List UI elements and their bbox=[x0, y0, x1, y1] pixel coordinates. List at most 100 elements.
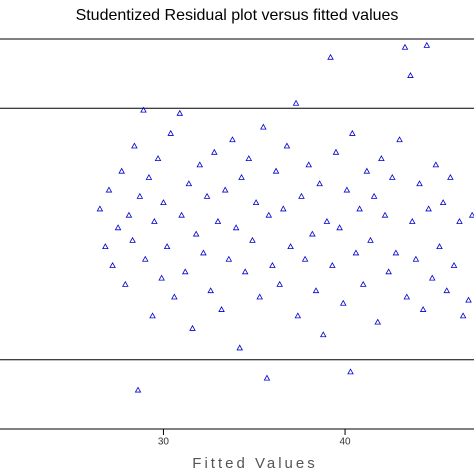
point bbox=[200, 249, 207, 256]
point bbox=[178, 211, 185, 218]
point bbox=[185, 180, 193, 187]
point bbox=[163, 243, 171, 250]
point bbox=[401, 43, 409, 50]
point bbox=[158, 274, 165, 281]
point bbox=[292, 99, 300, 106]
point bbox=[142, 255, 149, 262]
point bbox=[347, 368, 354, 375]
point bbox=[214, 217, 222, 224]
point bbox=[287, 243, 294, 250]
point bbox=[236, 344, 244, 351]
point bbox=[252, 199, 260, 206]
point bbox=[416, 180, 423, 187]
point bbox=[181, 268, 189, 275]
point bbox=[436, 243, 443, 250]
point bbox=[425, 205, 432, 212]
point bbox=[260, 123, 267, 130]
point bbox=[154, 155, 162, 161]
point bbox=[232, 224, 240, 231]
point bbox=[359, 280, 367, 287]
point bbox=[403, 293, 411, 300]
point bbox=[245, 155, 253, 161]
point bbox=[388, 173, 396, 180]
point bbox=[145, 173, 153, 180]
x-axis-label: Fitted Values bbox=[192, 455, 317, 472]
point bbox=[207, 287, 214, 294]
point bbox=[428, 274, 436, 281]
point bbox=[238, 173, 245, 180]
point bbox=[283, 142, 291, 149]
point bbox=[356, 205, 363, 212]
point bbox=[118, 167, 125, 174]
point bbox=[309, 230, 316, 237]
point bbox=[312, 287, 320, 294]
x-tick-label: 40 bbox=[339, 437, 351, 448]
point bbox=[305, 161, 313, 168]
point bbox=[96, 205, 104, 212]
point bbox=[349, 129, 356, 136]
point bbox=[443, 287, 451, 294]
point bbox=[134, 386, 142, 393]
point bbox=[167, 129, 174, 136]
point bbox=[343, 186, 351, 193]
point bbox=[256, 293, 263, 300]
point bbox=[439, 199, 447, 206]
point bbox=[419, 306, 427, 312]
point bbox=[136, 192, 144, 199]
point bbox=[129, 236, 136, 243]
point bbox=[465, 296, 472, 303]
point bbox=[329, 262, 336, 268]
point bbox=[192, 230, 200, 237]
point bbox=[339, 299, 347, 306]
point bbox=[196, 161, 204, 168]
point bbox=[468, 211, 474, 218]
point bbox=[125, 211, 133, 218]
point bbox=[203, 192, 211, 199]
point bbox=[450, 262, 458, 268]
point bbox=[140, 106, 147, 113]
point bbox=[225, 255, 233, 262]
point bbox=[269, 262, 276, 268]
point bbox=[105, 186, 113, 193]
point bbox=[122, 280, 129, 287]
point bbox=[229, 136, 236, 143]
point bbox=[151, 217, 158, 224]
point bbox=[319, 331, 327, 338]
point bbox=[114, 224, 122, 231]
point bbox=[171, 293, 178, 300]
point bbox=[374, 318, 382, 325]
point bbox=[423, 41, 431, 48]
point bbox=[276, 280, 283, 287]
point bbox=[336, 224, 343, 231]
point bbox=[272, 167, 280, 174]
point bbox=[149, 312, 156, 319]
point bbox=[332, 148, 340, 155]
point bbox=[459, 312, 467, 319]
point bbox=[221, 186, 229, 193]
point bbox=[160, 199, 167, 206]
point bbox=[280, 205, 287, 212]
point bbox=[392, 249, 400, 256]
point bbox=[131, 142, 138, 149]
point bbox=[263, 374, 271, 381]
point bbox=[396, 136, 403, 143]
point bbox=[456, 217, 463, 224]
point bbox=[370, 192, 378, 199]
point bbox=[301, 255, 309, 262]
point bbox=[378, 155, 385, 161]
point bbox=[176, 109, 184, 116]
point bbox=[265, 211, 273, 218]
point bbox=[298, 192, 305, 199]
point bbox=[294, 312, 302, 319]
chart-title: Studentized Residual plot versus fitted … bbox=[76, 7, 399, 24]
point bbox=[385, 268, 392, 275]
point bbox=[323, 217, 331, 224]
point bbox=[447, 173, 454, 180]
point bbox=[363, 167, 371, 174]
point bbox=[408, 217, 416, 224]
point bbox=[218, 306, 225, 312]
point bbox=[432, 161, 440, 168]
point bbox=[407, 72, 414, 78]
point bbox=[412, 255, 420, 262]
